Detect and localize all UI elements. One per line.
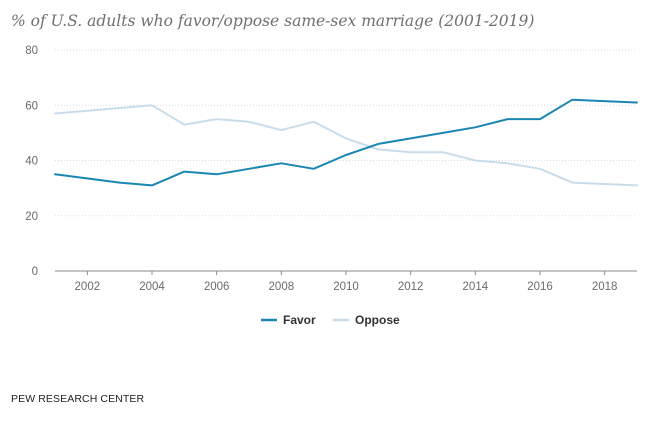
- x-tick-label: 2002: [75, 281, 101, 293]
- x-tick-label: 2010: [333, 281, 359, 293]
- source-label: PEW RESEARCH CENTER: [11, 393, 145, 405]
- x-tick-label: 2006: [204, 281, 230, 293]
- x-tick-label: 2004: [139, 281, 165, 293]
- y-axis-ticks: 0 20 40 60 80: [25, 45, 38, 278]
- legend: Favor Oppose: [261, 313, 400, 327]
- series-line-favor: [54, 98, 638, 187]
- x-tick-label: 2018: [592, 281, 618, 293]
- y-tick-label: 80: [25, 45, 38, 57]
- legend-label-favor: Favor: [283, 313, 316, 327]
- series-lines: [54, 98, 638, 187]
- y-tick-label: 40: [25, 156, 38, 168]
- legend-label-oppose: Oppose: [355, 313, 400, 327]
- x-tick-label: 2016: [527, 281, 553, 293]
- y-tick-label: 0: [32, 266, 38, 278]
- x-tick-label: 2008: [269, 281, 295, 293]
- x-tick-label: 2014: [463, 281, 489, 293]
- grid-lines: [55, 49, 637, 272]
- y-tick-label: 60: [25, 100, 38, 112]
- series-line-oppose: [54, 104, 638, 187]
- x-axis-ticks: 2002 2004 2006 2008 2010 2012 2014 2016 2018: [75, 271, 618, 293]
- x-tick-label: 2012: [398, 281, 424, 293]
- y-tick-label: 20: [25, 211, 38, 223]
- chart-title: % of U.S. adults who favor/oppose same-s…: [11, 12, 535, 30]
